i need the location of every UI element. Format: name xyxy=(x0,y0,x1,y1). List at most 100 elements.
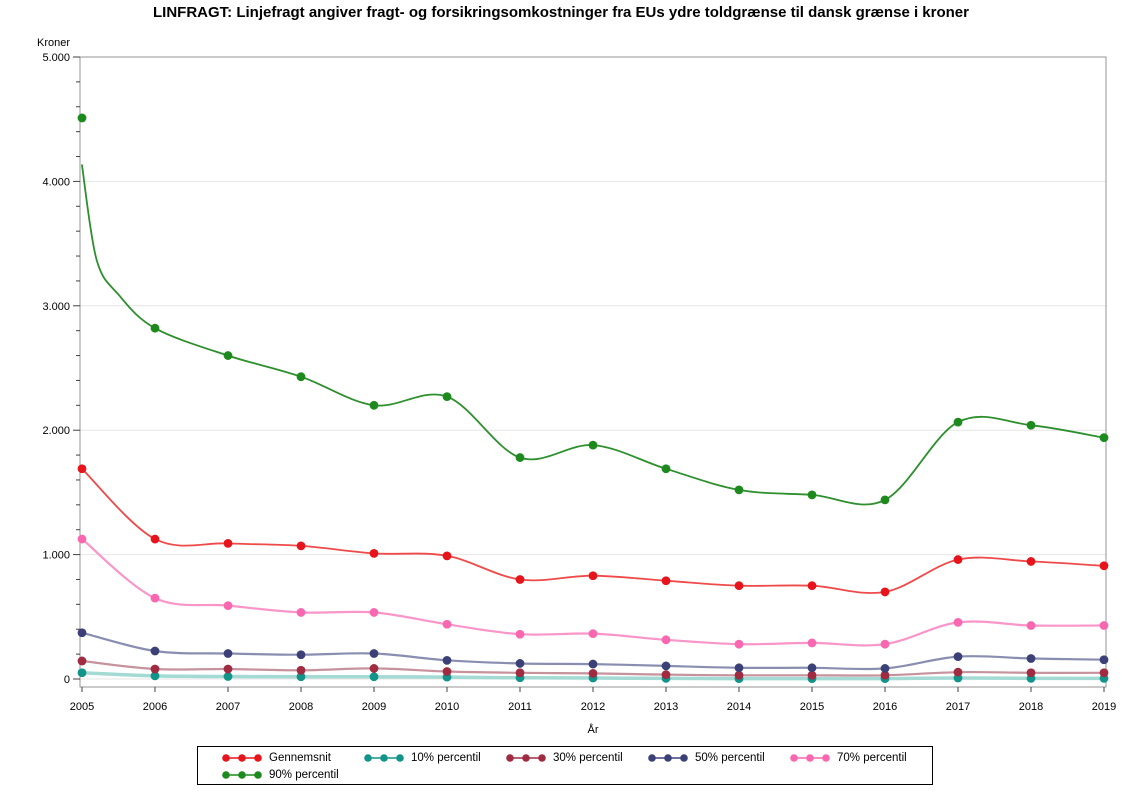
data-point-50-percentil-2019 xyxy=(1099,655,1109,665)
data-point-gennemsnit-2016 xyxy=(880,587,890,597)
gennemsnit-legend-marker-icon xyxy=(222,753,262,762)
series-50-percentil xyxy=(77,628,1109,673)
y-gridlines xyxy=(80,56,1106,680)
x-tick-label: 2012 xyxy=(581,701,605,713)
data-point-50-percentil-2009 xyxy=(369,649,379,658)
data-point-gennemsnit-2013 xyxy=(661,576,671,586)
data-point-70-percentil-2012 xyxy=(588,629,598,638)
data-point-70-percentil-2016 xyxy=(880,639,890,649)
data-point-90-percentil-2017 xyxy=(953,417,963,427)
legend-row-2: 90% percentil xyxy=(222,766,932,783)
data-point-90-percentil-2013 xyxy=(661,464,671,474)
x-tick-label: 2014 xyxy=(727,701,751,713)
data-point-90-percentil-2018 xyxy=(1026,420,1036,430)
data-point-10-percentil-2006 xyxy=(150,671,160,681)
legend-label: Gennemsnit xyxy=(269,751,332,764)
legend-item-30-percentil: 30% percentil xyxy=(506,752,648,764)
data-point-70-percentil-2009 xyxy=(369,608,379,617)
x-tick-label: 2009 xyxy=(362,701,386,713)
legend-label: 30% percentil xyxy=(553,751,623,764)
data-point-30-percentil-2015 xyxy=(807,670,817,680)
data-point-50-percentil-2014 xyxy=(734,663,744,673)
data-point-30-percentil-2013 xyxy=(661,670,671,680)
data-point-90-percentil-2009 xyxy=(369,400,379,410)
x-tick-label: 2013 xyxy=(654,701,678,713)
data-point-gennemsnit-2006 xyxy=(150,534,160,544)
90-percentil-legend-marker-icon xyxy=(222,770,262,779)
y-tick-label: 3.000 xyxy=(42,301,70,313)
x-tick-label: 2007 xyxy=(216,701,240,713)
data-point-90-percentil-2016 xyxy=(880,495,890,505)
data-point-50-percentil-2015 xyxy=(807,663,817,673)
data-point-70-percentil-2019 xyxy=(1099,621,1109,630)
data-point-70-percentil-2010 xyxy=(442,619,452,629)
data-point-gennemsnit-2011 xyxy=(515,575,525,584)
data-point-50-percentil-2017 xyxy=(953,652,963,662)
y-tick-label: 1.000 xyxy=(42,550,70,562)
data-point-gennemsnit-2012 xyxy=(588,571,598,581)
x-tick-label: 2006 xyxy=(143,701,167,713)
data-point-10-percentil-2008 xyxy=(296,672,306,682)
30-percentil-legend-marker-icon xyxy=(506,753,546,762)
y-axis-title: Kroner xyxy=(37,37,70,49)
data-point-30-percentil-2009 xyxy=(369,664,379,673)
data-point-70-percentil-2007 xyxy=(223,601,233,611)
series-line-90-percentil xyxy=(81,164,1105,506)
legend-item-50-percentil: 50% percentil xyxy=(648,752,790,764)
series-gennemsnit xyxy=(77,464,1109,597)
data-point-50-percentil-2013 xyxy=(661,661,671,671)
data-point-30-percentil-2012 xyxy=(588,669,598,678)
data-point-gennemsnit-2015 xyxy=(807,581,817,591)
x-tick-label: 2008 xyxy=(289,701,313,713)
x-tick-label: 2018 xyxy=(1019,701,1043,713)
data-point-90-percentil-2006 xyxy=(150,323,160,333)
x-tick-label: 2019 xyxy=(1092,701,1116,713)
data-point-10-percentil-2009 xyxy=(369,672,379,682)
data-point-30-percentil-2007 xyxy=(223,664,233,674)
data-point-70-percentil-2008 xyxy=(296,608,306,617)
x-axis-ticks xyxy=(81,687,1105,692)
y-tick-label: 0 xyxy=(64,674,70,686)
y-tick-label: 4.000 xyxy=(42,176,70,188)
y-axis-labels: 0 1.000 2.000 3.000 4.000 5.000 xyxy=(42,52,70,686)
data-point-gennemsnit-2009 xyxy=(369,548,379,558)
data-point-50-percentil-2011 xyxy=(515,659,525,668)
legend: Gennemsnit 10% percentil 30% percentil 50% … xyxy=(197,746,933,785)
data-point-90-percentil-2010 xyxy=(442,392,452,402)
70-percentil-legend-marker-icon xyxy=(790,753,830,762)
legend-item-70-percentil: 70% percentil xyxy=(790,752,932,764)
data-point-90-percentil-2011 xyxy=(515,453,525,462)
data-point-gennemsnit-2010 xyxy=(442,551,452,561)
plot-frame xyxy=(79,56,1107,688)
10-percentil-legend-marker-icon xyxy=(364,753,404,762)
data-point-gennemsnit-2008 xyxy=(296,541,306,551)
data-point-30-percentil-2005 xyxy=(77,656,87,666)
data-point-gennemsnit-2005 xyxy=(77,464,87,474)
data-point-30-percentil-2016 xyxy=(880,670,890,680)
x-axis-title: År xyxy=(588,723,599,736)
data-point-50-percentil-2018 xyxy=(1026,654,1036,663)
data-point-30-percentil-2010 xyxy=(442,667,452,676)
data-point-90-percentil-2012 xyxy=(588,440,598,450)
data-point-30-percentil-2019 xyxy=(1099,668,1109,678)
data-point-gennemsnit-2007 xyxy=(223,539,233,548)
data-point-70-percentil-2005 xyxy=(77,534,87,544)
data-point-gennemsnit-2019 xyxy=(1099,561,1109,571)
x-tick-label: 2011 xyxy=(508,701,532,713)
data-point-70-percentil-2011 xyxy=(515,629,525,639)
data-point-30-percentil-2018 xyxy=(1026,668,1036,678)
data-point-gennemsnit-2014 xyxy=(734,581,744,591)
data-point-30-percentil-2006 xyxy=(150,664,160,674)
legend-item-10-percentil: 10% percentil xyxy=(364,752,506,764)
data-point-30-percentil-2011 xyxy=(515,668,525,678)
legend-label: 50% percentil xyxy=(695,751,765,764)
data-point-70-percentil-2006 xyxy=(150,593,160,603)
data-point-90-percentil-2019 xyxy=(1099,433,1109,443)
50-percentil-legend-marker-icon xyxy=(648,753,688,762)
data-point-50-percentil-2010 xyxy=(442,655,452,665)
chart-title: LINFRAGT: Linjefragt angiver fragt- og f… xyxy=(153,4,969,21)
data-point-50-percentil-2007 xyxy=(223,649,233,658)
x-tick-label: 2015 xyxy=(800,701,824,713)
